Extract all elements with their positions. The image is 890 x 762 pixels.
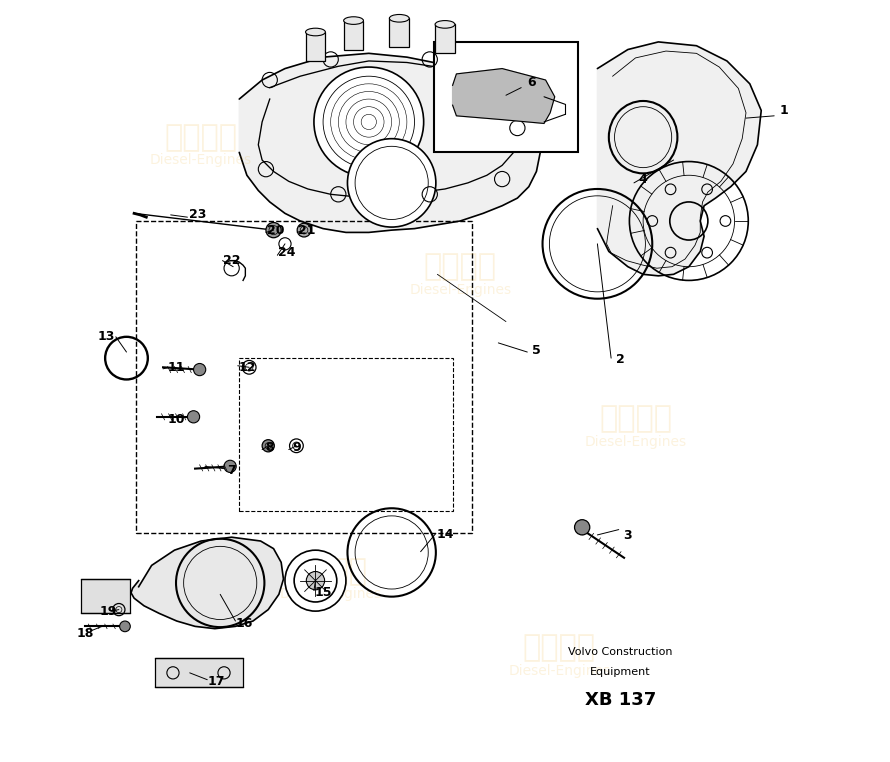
Text: 17: 17 — [207, 675, 225, 689]
Text: 紫发动力: 紫发动力 — [295, 557, 368, 586]
Bar — [305, 32, 326, 61]
Bar — [344, 21, 363, 50]
Text: 3: 3 — [624, 529, 632, 543]
Circle shape — [285, 550, 346, 611]
Circle shape — [306, 572, 325, 590]
Text: 21: 21 — [297, 223, 315, 237]
Circle shape — [575, 520, 590, 535]
Bar — [156, 658, 243, 687]
Polygon shape — [597, 42, 761, 276]
Text: 2: 2 — [616, 353, 625, 367]
Text: 紫发动力: 紫发动力 — [599, 405, 672, 434]
Bar — [239, 358, 453, 511]
Circle shape — [193, 363, 206, 376]
Text: 19: 19 — [100, 604, 117, 618]
Text: Volvo Construction: Volvo Construction — [568, 646, 673, 657]
Ellipse shape — [389, 14, 409, 22]
Polygon shape — [131, 537, 283, 629]
Circle shape — [314, 67, 424, 177]
Text: 18: 18 — [77, 627, 94, 641]
Text: 紫发动力: 紫发动力 — [522, 633, 595, 662]
Text: 4: 4 — [639, 172, 648, 186]
Bar — [136, 221, 472, 533]
Text: 8: 8 — [265, 440, 274, 454]
Ellipse shape — [305, 28, 326, 36]
Text: 20: 20 — [267, 223, 285, 237]
Bar — [433, 42, 578, 152]
Text: 13: 13 — [97, 330, 115, 344]
Text: Diesel-Engines: Diesel-Engines — [150, 153, 252, 167]
Text: 12: 12 — [239, 360, 255, 374]
Text: Diesel-Engines: Diesel-Engines — [409, 283, 511, 296]
Ellipse shape — [435, 21, 455, 28]
Polygon shape — [239, 53, 540, 232]
Text: Diesel-Engines: Diesel-Engines — [585, 435, 686, 449]
Polygon shape — [453, 69, 554, 123]
Circle shape — [266, 223, 281, 238]
Text: 紫发动力: 紫发动力 — [424, 252, 497, 281]
Text: 24: 24 — [278, 246, 295, 260]
Circle shape — [188, 411, 199, 423]
Text: 9: 9 — [292, 440, 301, 454]
Circle shape — [119, 621, 130, 632]
Text: 紫发动力: 紫发动力 — [165, 123, 238, 152]
Bar — [81, 579, 130, 613]
Text: Diesel-Engines: Diesel-Engines — [279, 588, 382, 601]
Text: XB 137: XB 137 — [585, 690, 656, 709]
Ellipse shape — [344, 17, 363, 24]
Text: 5: 5 — [532, 344, 541, 357]
Text: Diesel-Engines: Diesel-Engines — [508, 664, 611, 677]
Text: 11: 11 — [168, 360, 185, 374]
Text: 22: 22 — [222, 254, 240, 267]
Text: 10: 10 — [168, 412, 185, 426]
Text: 15: 15 — [314, 586, 332, 600]
Circle shape — [224, 460, 236, 472]
Text: 6: 6 — [527, 75, 536, 89]
Circle shape — [263, 440, 274, 452]
Bar — [435, 24, 455, 53]
Text: 1: 1 — [780, 104, 789, 117]
Circle shape — [297, 223, 311, 237]
Text: Equipment: Equipment — [590, 667, 651, 677]
Text: 23: 23 — [189, 208, 206, 222]
Text: 7: 7 — [227, 464, 236, 478]
Circle shape — [347, 139, 436, 227]
Text: 16: 16 — [236, 616, 254, 630]
Bar — [389, 18, 409, 47]
Text: 14: 14 — [436, 528, 454, 542]
